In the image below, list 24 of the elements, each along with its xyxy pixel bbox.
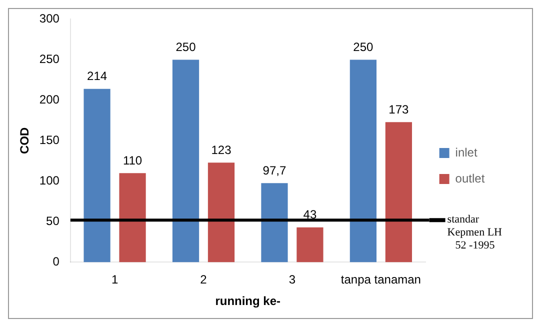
- legend-label: inlet: [455, 145, 511, 160]
- x-tick-label: 1: [111, 272, 118, 287]
- x-tick-label: 3: [288, 272, 296, 287]
- data-label: 110: [122, 153, 142, 168]
- data-label: 123: [211, 142, 232, 157]
- data-label: 97,7: [262, 163, 286, 178]
- legend-label: outlet: [455, 171, 518, 186]
- y-tick-label: 200: [39, 92, 60, 107]
- data-label: 173: [388, 102, 410, 116]
- y-tick-label: 150: [39, 133, 60, 148]
- y-tick-label: 300: [39, 12, 60, 26]
- data-label: 214: [87, 69, 108, 84]
- data-label: 250: [353, 40, 374, 54]
- y-tick-label: 0: [52, 254, 60, 269]
- y-tick-label: 250: [39, 52, 60, 66]
- data-label: 250: [176, 40, 196, 54]
- legend-label: standar Kepmen LH 52 -1995: [447, 213, 502, 252]
- x-tick-label: tanpa tanaman: [340, 272, 421, 287]
- data-label: 43: [303, 208, 317, 222]
- x-tick-label: 2: [200, 272, 208, 287]
- x-axis-title: running ke-: [215, 294, 281, 308]
- y-tick-label: 50: [46, 214, 60, 228]
- y-axis-title: COD: [18, 127, 32, 154]
- y-tick-label: 100: [39, 174, 60, 188]
